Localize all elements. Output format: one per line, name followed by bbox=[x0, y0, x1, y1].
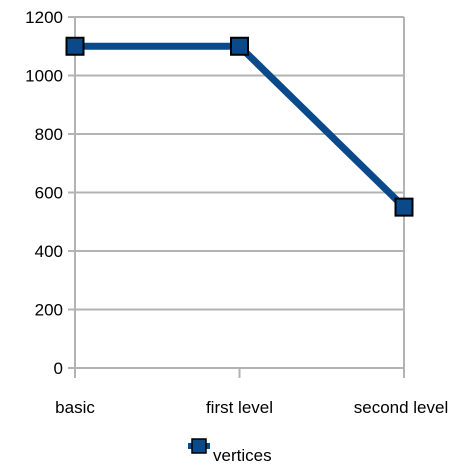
x-tick-label: first level bbox=[206, 398, 273, 417]
y-tick-label: 1200 bbox=[25, 8, 63, 27]
y-tick-label: 1000 bbox=[25, 67, 63, 86]
y-tick-label: 800 bbox=[35, 125, 63, 144]
x-tick-label: second level bbox=[354, 398, 449, 417]
data-point-marker bbox=[65, 36, 85, 56]
y-tick-label: 600 bbox=[35, 184, 63, 203]
legend-label-vertices: vertices bbox=[213, 446, 272, 465]
data-point-marker bbox=[394, 197, 414, 217]
axes bbox=[68, 16, 405, 378]
x-axis-tick-labels: basic first level second level bbox=[55, 398, 448, 417]
x-tick-label: basic bbox=[55, 398, 95, 417]
data-point-marker bbox=[230, 36, 249, 56]
y-tick-label: 0 bbox=[54, 359, 63, 378]
series-line-0 bbox=[75, 42, 407, 210]
y-axis-tick-labels: 0 200 400 600 800 1000 1200 bbox=[25, 8, 63, 378]
gridlines bbox=[75, 16, 404, 311]
legend-marker-swatch bbox=[191, 438, 207, 454]
series-group bbox=[65, 36, 414, 217]
legend: vertices bbox=[188, 438, 272, 465]
y-tick-label: 200 bbox=[35, 301, 63, 320]
y-tick-label: 400 bbox=[35, 242, 63, 261]
